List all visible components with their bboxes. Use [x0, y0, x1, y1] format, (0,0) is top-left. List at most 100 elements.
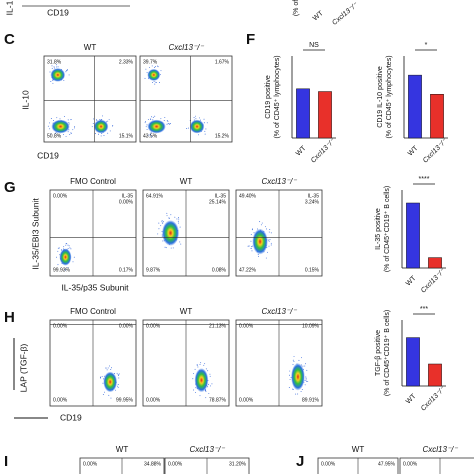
event-dot	[117, 385, 119, 387]
cell-density	[147, 119, 166, 134]
event-dot	[179, 241, 181, 243]
panel-letter: F	[246, 31, 255, 48]
event-dot	[64, 269, 66, 271]
event-dot	[209, 375, 211, 377]
event-dot	[250, 247, 252, 249]
event-dot	[65, 244, 67, 246]
event-dot	[195, 391, 196, 393]
event-dot	[251, 229, 253, 231]
event-dot	[107, 132, 109, 134]
event-dot	[208, 392, 210, 394]
quadrant-percent: 0.00%	[146, 323, 161, 329]
event-dot	[174, 216, 176, 218]
quadrant-percent: 1.67%	[215, 59, 230, 65]
event-dot	[304, 365, 306, 367]
cell-density	[291, 363, 305, 391]
event-dot	[258, 255, 260, 257]
event-dot	[73, 256, 75, 258]
event-dot	[54, 67, 55, 69]
event-dot	[256, 228, 258, 230]
event-dot	[164, 117, 166, 118]
event-dot	[199, 364, 201, 365]
event-dot	[70, 119, 72, 121]
event-dot	[117, 384, 119, 385]
event-dot	[146, 124, 148, 126]
event-dot	[67, 244, 69, 246]
event-dot	[110, 367, 112, 369]
event-dot	[100, 135, 102, 137]
event-dot	[66, 68, 68, 70]
y-axis-label: IL-35 positive	[375, 208, 382, 250]
category-label: WT	[295, 144, 308, 157]
quadrant-percent: 0.00%	[321, 461, 336, 467]
bar	[430, 94, 444, 139]
event-dot	[144, 122, 146, 124]
cell-density	[147, 68, 161, 81]
cell-density	[189, 119, 205, 134]
event-dot	[52, 82, 54, 84]
event-dot	[206, 122, 208, 124]
y-axis-label: IL-10	[20, 90, 30, 110]
quadrant-percent: 99.95%	[116, 397, 134, 403]
event-dot	[211, 383, 213, 385]
plot-title: Cxcl13⁻/⁻	[189, 445, 225, 454]
quadrant-percent: 31.8%	[47, 59, 62, 65]
gate-label: IL-35	[308, 193, 320, 199]
event-dot	[306, 380, 308, 382]
event-dot	[301, 389, 303, 391]
event-dot	[298, 359, 300, 361]
event-dot	[166, 120, 168, 122]
event-dot	[53, 66, 55, 68]
event-dot	[292, 389, 294, 390]
event-dot	[151, 65, 153, 67]
event-dot	[292, 359, 294, 361]
event-dot	[50, 133, 52, 135]
event-dot	[187, 127, 189, 129]
event-dot	[49, 128, 51, 130]
event-dot	[209, 373, 211, 375]
event-dot	[49, 71, 51, 73]
event-dot	[107, 367, 109, 369]
event-dot	[166, 212, 168, 214]
event-dot	[160, 118, 162, 120]
event-dot	[264, 226, 266, 228]
event-dot	[109, 130, 111, 132]
event-dot	[305, 377, 307, 379]
event-dot	[177, 220, 179, 222]
quadrant-percent: 47.95%	[378, 461, 396, 467]
category-label: Cxcl13⁻/⁻	[420, 385, 448, 413]
event-dot	[151, 116, 153, 118]
event-dot	[116, 372, 118, 374]
event-dot	[195, 118, 197, 120]
category-label: Cxcl13⁻/⁻	[310, 137, 338, 165]
event-dot	[157, 233, 159, 235]
event-dot	[292, 364, 294, 366]
quadrant-percent: 64.91%	[146, 193, 164, 199]
event-dot	[178, 222, 180, 224]
event-dot	[96, 119, 98, 121]
event-dot	[176, 218, 178, 220]
event-dot	[145, 126, 147, 128]
event-dot	[149, 66, 151, 68]
event-dot	[205, 391, 207, 392]
quadrant-percent: 99.93%	[53, 267, 71, 273]
event-dot	[199, 117, 200, 119]
event-dot	[248, 245, 250, 247]
event-dot	[107, 120, 109, 122]
event-dot	[178, 218, 180, 220]
event-dot	[251, 250, 253, 252]
event-dot	[59, 118, 61, 120]
event-dot	[67, 248, 69, 249]
event-dot	[159, 82, 160, 83]
cell-density	[93, 119, 109, 134]
event-dot	[50, 81, 52, 82]
y-axis-label: LAP (TGF-β)	[18, 344, 28, 393]
significance-label: ****	[419, 176, 430, 183]
plot-title: WT	[180, 307, 193, 316]
bar-axis-label: (% of	[293, 0, 300, 16]
event-dot	[51, 65, 53, 67]
event-dot	[150, 118, 152, 120]
plot-title: WT	[180, 177, 193, 186]
event-dot	[192, 378, 194, 380]
event-dot	[67, 119, 69, 121]
